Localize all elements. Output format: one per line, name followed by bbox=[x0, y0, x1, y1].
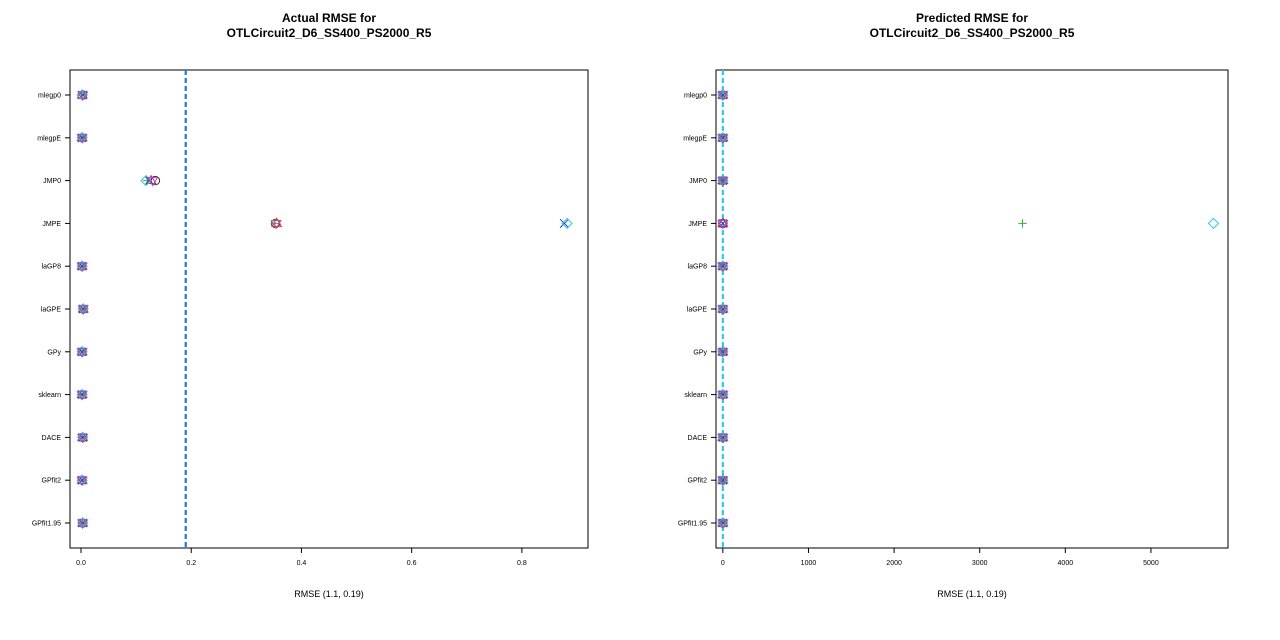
x-tick-label: 0.8 bbox=[517, 560, 527, 567]
data-point-triangle-down bbox=[76, 433, 89, 444]
data-point-x bbox=[559, 218, 569, 228]
y-tick-label: JMP0 bbox=[689, 178, 707, 185]
data-point-triangle-down bbox=[717, 476, 729, 487]
x-tick-label: 3000 bbox=[972, 560, 988, 567]
y-tick-label: laGPE bbox=[687, 307, 708, 314]
x-axis-label: RMSE (1.1, 0.19) bbox=[294, 589, 364, 599]
y-tick-label: laGP8 bbox=[42, 264, 62, 271]
y-tick-label: JMP0 bbox=[43, 178, 61, 185]
x-tick-label: 4000 bbox=[1058, 560, 1074, 567]
x-tick-label: 0.4 bbox=[297, 560, 307, 567]
y-tick-label: laGPE bbox=[41, 307, 62, 314]
x-tick-label: 0.2 bbox=[186, 560, 196, 567]
x-axis-label: RMSE (1.1, 0.19) bbox=[937, 589, 1007, 599]
data-point-triangle-down bbox=[717, 219, 729, 230]
data-point-triangle-down bbox=[76, 476, 88, 487]
y-tick-label: mlegpE bbox=[683, 135, 707, 142]
data-point-triangle-down bbox=[717, 348, 729, 358]
x-tick-label: 0.6 bbox=[407, 560, 417, 567]
chart-title-line-1: Predicted RMSE for bbox=[916, 11, 1028, 25]
y-tick-label: DACE bbox=[42, 435, 62, 442]
data-point-triangle-down bbox=[717, 391, 729, 401]
data-point-triangle-down bbox=[270, 219, 282, 230]
data-point-triangle-down bbox=[146, 177, 159, 187]
y-tick-label: JMPE bbox=[688, 221, 707, 228]
data-point-triangle-down bbox=[717, 519, 729, 529]
y-tick-label: GPy bbox=[693, 349, 707, 356]
y-tick-label: GPfit1.95 bbox=[678, 521, 707, 528]
data-point-triangle bbox=[270, 217, 283, 227]
x-tick-label: 0 bbox=[721, 560, 725, 567]
data-point-diamond bbox=[140, 174, 152, 187]
data-point-triangle-down bbox=[717, 305, 729, 315]
data-point-triangle-down bbox=[717, 177, 729, 187]
chart-panel-1: Actual RMSE forOTLCircuit2_D6_SS400_PS20… bbox=[32, 11, 589, 599]
y-tick-label: JMPE bbox=[42, 221, 61, 228]
data-point-triangle-down bbox=[717, 262, 729, 273]
y-tick-label: mlegpE bbox=[37, 135, 61, 142]
data-point-triangle-down bbox=[77, 305, 89, 315]
data-point-triangle-down bbox=[76, 391, 88, 401]
chart-title-line-2: OTLCircuit2_D6_SS400_PS2000_R5 bbox=[227, 26, 432, 40]
plot-frame bbox=[69, 69, 589, 549]
y-tick-label: GPfit2 bbox=[688, 478, 708, 485]
x-tick-label: 1000 bbox=[801, 560, 817, 567]
data-point-triangle-down bbox=[717, 134, 729, 144]
y-tick-label: DACE bbox=[688, 435, 708, 442]
data-point-diamond bbox=[1207, 217, 1220, 230]
data-point-triangle-down bbox=[76, 519, 89, 529]
y-tick-label: sklearn bbox=[684, 392, 707, 399]
x-tick-label: 5000 bbox=[1143, 560, 1159, 567]
chart-title-line-2: OTLCircuit2_D6_SS400_PS2000_R5 bbox=[870, 26, 1075, 40]
y-tick-label: GPy bbox=[47, 349, 61, 356]
x-tick-label: 0.0 bbox=[76, 560, 86, 567]
data-point-triangle-down bbox=[76, 134, 88, 144]
data-point-triangle-down bbox=[717, 91, 729, 101]
y-tick-label: mlegp0 bbox=[38, 93, 61, 100]
plot-frame bbox=[715, 69, 1229, 549]
x-tick-label: 2000 bbox=[886, 560, 902, 567]
data-point-triangle-down bbox=[717, 433, 729, 444]
data-point-triangle-down bbox=[76, 91, 89, 101]
y-tick-label: sklearn bbox=[38, 392, 61, 399]
y-tick-label: GPfit2 bbox=[42, 478, 62, 485]
data-point-diamond bbox=[561, 217, 573, 230]
chart-title-line-1: Actual RMSE for bbox=[282, 11, 376, 25]
data-point-triangle-down bbox=[76, 262, 88, 273]
chart-panel-2: Predicted RMSE forOTLCircuit2_D6_SS400_P… bbox=[678, 11, 1229, 599]
y-tick-label: GPfit1.95 bbox=[32, 521, 61, 528]
y-tick-label: mlegp0 bbox=[684, 93, 707, 100]
data-point-triangle-down bbox=[76, 348, 88, 358]
y-tick-label: laGP8 bbox=[688, 264, 708, 271]
data-point-triangle bbox=[717, 217, 729, 227]
data-point-plus bbox=[1018, 219, 1027, 228]
